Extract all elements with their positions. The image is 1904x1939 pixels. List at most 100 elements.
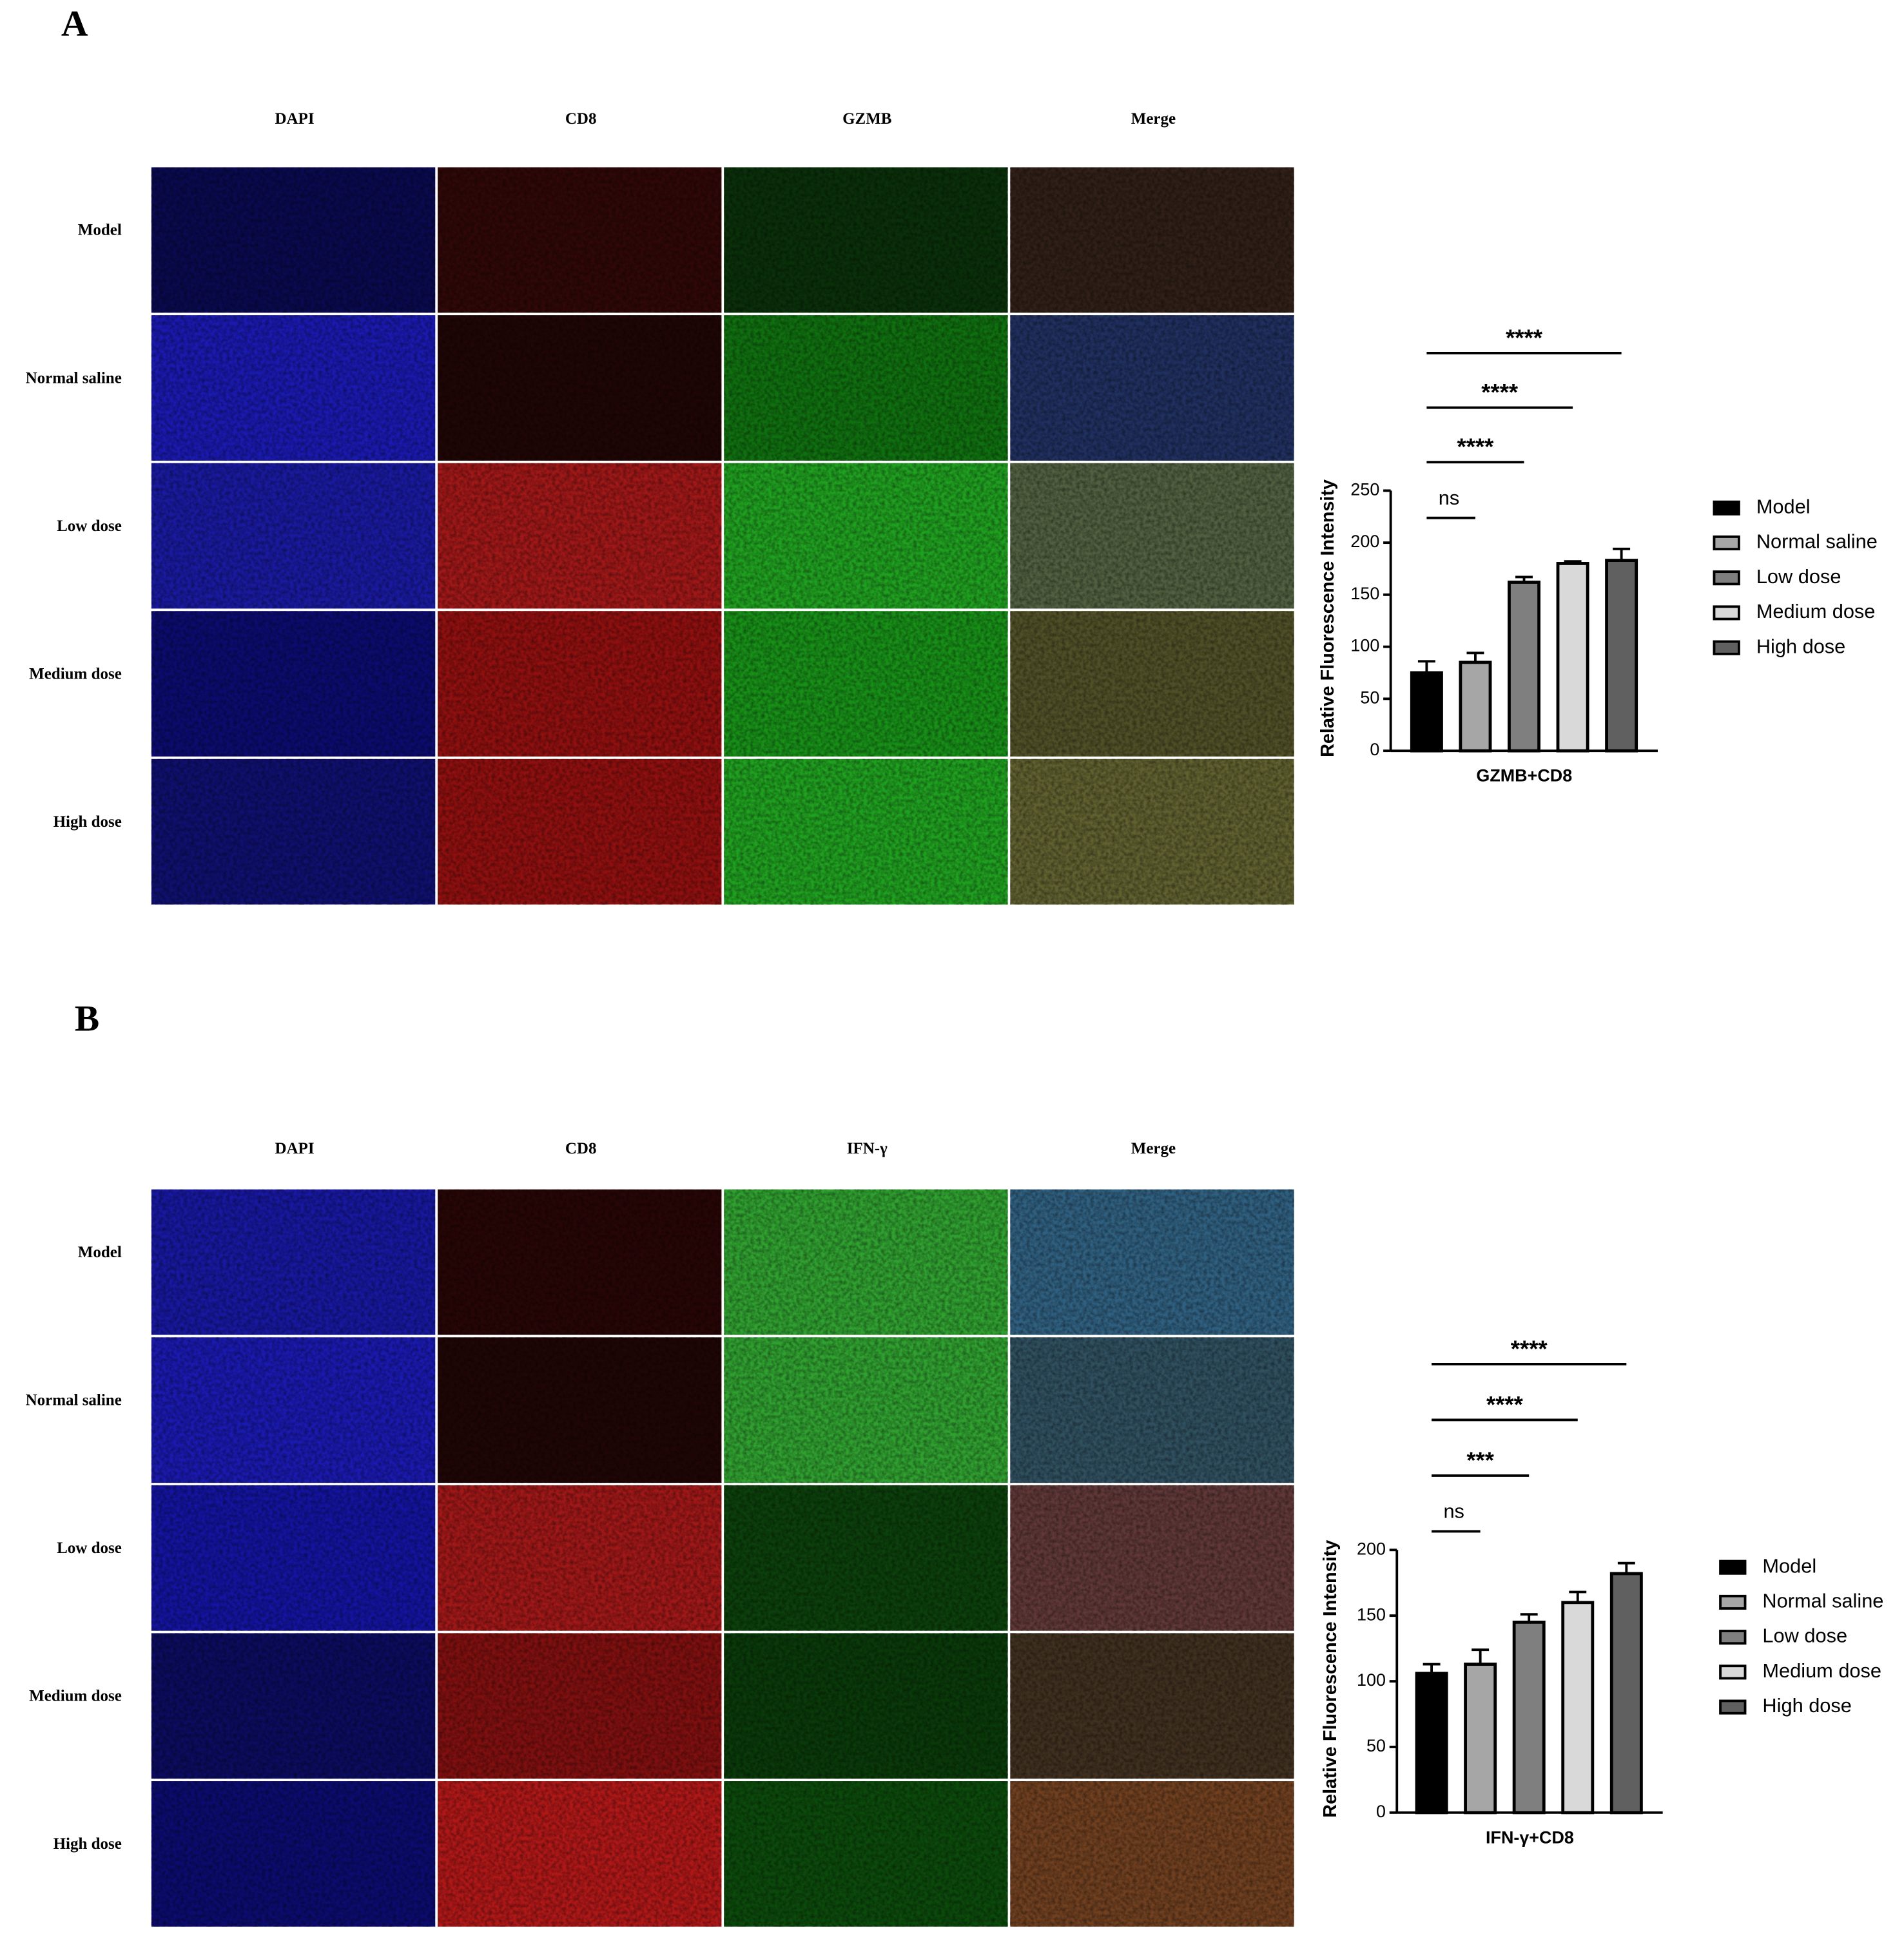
significance-label: ns [1439,487,1459,509]
bar [1556,562,1589,753]
y-tick-label: 0 [1370,740,1379,759]
row-label: Medium dose [29,1688,122,1705]
micrograph-texture [438,1781,722,1927]
micrograph-texture [151,1189,436,1335]
legend-label: Normal saline [1762,1590,1883,1612]
bar [1415,1672,1448,1815]
significance-label: **** [1457,434,1495,460]
micrograph-texture [1010,1337,1294,1483]
row-label: Medium dose [29,665,122,682]
legend-swatch [1713,640,1740,655]
row-label: Model [78,222,122,239]
micrograph-texture [151,463,436,609]
micrograph-texture [151,167,436,313]
bar [1605,559,1638,753]
micrograph-texture [151,1781,436,1927]
y-tick-label: 200 [1357,1539,1386,1558]
micrograph-texture [724,1189,1008,1335]
y-tick-label: 100 [1357,1670,1386,1690]
micrograph-texture [151,1485,436,1631]
panel-label: B [75,998,99,1039]
column-header: DAPI [275,110,314,128]
micrograph-texture [438,1189,722,1335]
y-tick-label: 100 [1350,636,1379,655]
row-label: Model [78,1244,122,1261]
column-header: DAPI [275,1140,314,1157]
y-tick-label: 250 [1350,479,1379,499]
micrograph-texture [724,315,1008,461]
micrograph-texture [151,1633,436,1779]
micrograph-texture [1010,463,1294,609]
micrograph-texture [1010,758,1294,905]
bar [1561,1601,1595,1815]
y-axis-label: Relative Fluorescence Intensity [1317,479,1338,757]
bar [1410,671,1443,753]
panel-label: A [61,4,88,44]
row-label: High dose [53,1835,122,1853]
micrograph-texture [1010,315,1294,461]
legend-label: Low dose [1762,1625,1847,1647]
bar [1508,581,1540,753]
micrograph-texture [1010,1633,1294,1779]
legend-swatch [1719,1559,1747,1575]
micrograph-texture [724,1781,1008,1927]
y-axis-label: Relative Fluorescence Intensity [1320,1540,1341,1818]
y-tick-label: 50 [1366,1736,1386,1755]
micrograph-texture [151,1337,436,1483]
legend-swatch [1713,605,1740,621]
legend-swatch [1713,500,1740,516]
legend-swatch [1713,535,1740,551]
micrograph-texture [724,1337,1008,1483]
column-header: Merge [1131,1140,1176,1157]
row-label: Normal saline [26,369,122,387]
micrograph-texture [438,1337,722,1483]
row-label: Normal saline [26,1391,122,1409]
significance-label: **** [1506,324,1543,351]
legend-label: Medium dose [1762,1659,1881,1682]
micrograph-texture [1010,1189,1294,1335]
micrograph-texture [724,758,1008,905]
legend-label: High dose [1762,1694,1851,1717]
y-tick-label: 150 [1350,584,1379,603]
micrograph-texture [724,1485,1008,1631]
legend-label: High dose [1756,635,1845,657]
significance-label: ns [1443,1500,1464,1523]
y-tick-label: 150 [1357,1605,1386,1624]
bar [1512,1620,1546,1815]
legend-swatch [1719,1630,1747,1645]
micrograph-texture [438,315,722,461]
legend-swatch [1719,1699,1747,1715]
significance-label: **** [1511,1335,1548,1362]
legend-label: Medium dose [1756,600,1876,622]
column-header: Merge [1131,110,1176,128]
legend-label: Normal saline [1756,530,1878,553]
micrograph-texture [151,611,436,757]
y-tick-label: 50 [1360,688,1379,708]
column-header: CD8 [565,110,597,128]
significance-label: **** [1481,379,1519,405]
micrograph-texture [438,758,722,905]
column-header: GZMB [842,110,891,128]
micrograph-texture [438,1485,722,1631]
bar [1464,1663,1497,1815]
legend-label: Low dose [1756,565,1841,588]
micrograph-texture [151,315,436,461]
micrograph-texture [438,611,722,757]
micrograph-texture [724,611,1008,757]
legend-swatch [1719,1664,1747,1680]
micrograph-texture [724,167,1008,313]
column-header: CD8 [565,1140,597,1157]
x-axis-label: GZMB+CD8 [1476,766,1572,786]
micrograph-texture [724,463,1008,609]
bar [1459,661,1492,753]
micrograph-texture [1010,1485,1294,1631]
row-label: Low dose [57,517,122,535]
legend-swatch [1713,570,1740,586]
micrograph-texture [724,1633,1008,1779]
micrograph-texture [438,167,722,313]
micrograph-texture [438,463,722,609]
legend-label: Model [1756,495,1811,517]
micrograph-texture [1010,611,1294,757]
row-label: High dose [53,813,122,831]
micrograph-texture [438,1633,722,1779]
